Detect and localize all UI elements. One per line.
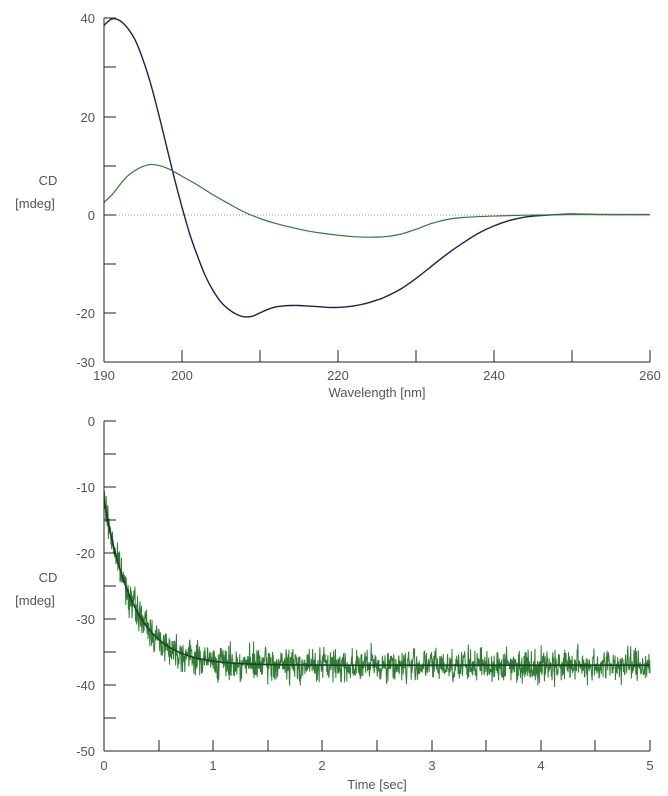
chart1-ytick-label-20: 20 <box>81 110 95 125</box>
chart1-series-green-line <box>103 163 650 238</box>
chart1-ytick-label-0: 0 <box>88 208 95 223</box>
chart1-ytick-label-minus30: -30 <box>76 355 95 370</box>
chart2-ytick-label-minus10: -10 <box>76 480 95 495</box>
chart2-ytick-label-minus20: -20 <box>76 546 95 561</box>
cd-kinetics-chart: 0 -10 -20 -30 -40 -50 0 1 2 3 4 5 Time [… <box>15 414 653 792</box>
chart2-xtick-label-3: 3 <box>428 758 435 773</box>
chart2-ytick-label-minus50: -50 <box>76 744 95 759</box>
cd-spectrum-chart: 40 20 0 -20 -30 190 200 220 240 260 Wave… <box>15 11 661 400</box>
chart1-xlabel: Wavelength [nm] <box>328 385 425 400</box>
chart2-ytick-label-minus30: -30 <box>76 612 95 627</box>
chart1-xtick-label-190: 190 <box>93 368 115 383</box>
chart2-ytick-label-minus40: -40 <box>76 678 95 693</box>
chart1-series-navy-line <box>103 17 651 318</box>
chart2-ylabel-line2: [mdeg] <box>15 593 55 608</box>
chart1-xtick-label-240: 240 <box>483 368 505 383</box>
chart2-xtick-label-1: 1 <box>209 758 216 773</box>
chart2-ylabel-line1: CD <box>39 570 58 585</box>
chart2-xtick-label-2: 2 <box>318 758 325 773</box>
chart1-ylabel-line1: CD <box>39 173 58 188</box>
chart2-noisy-data-line <box>103 490 651 687</box>
chart2-ytick-label-0: 0 <box>88 414 95 429</box>
chart1-ytick-label-40: 40 <box>81 11 95 26</box>
chart2-fit-line <box>103 500 650 666</box>
chart2-xtick-label-4: 4 <box>537 758 544 773</box>
chart1-ylabel-line2: [mdeg] <box>15 196 55 211</box>
chart2-xtick-label-5: 5 <box>646 758 653 773</box>
chart1-xtick-label-260: 260 <box>639 368 661 383</box>
chart2-xtick-label-0: 0 <box>100 758 107 773</box>
chart2-xlabel: Time [sec] <box>347 777 406 792</box>
chart1-ytick-label-minus20: -20 <box>76 306 95 321</box>
chart1-xtick-label-200: 200 <box>171 368 193 383</box>
chart1-xtick-label-220: 220 <box>327 368 349 383</box>
